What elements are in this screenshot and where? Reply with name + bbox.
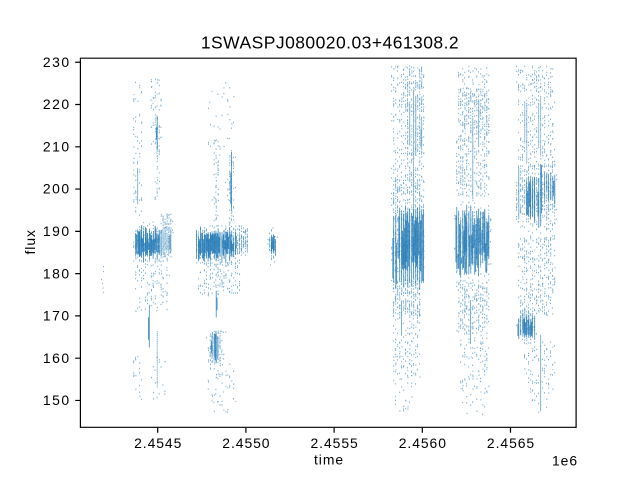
svg-text:180: 180	[43, 265, 71, 281]
svg-text:time: time	[314, 451, 344, 467]
svg-text:220: 220	[43, 96, 71, 112]
svg-text:210: 210	[43, 139, 71, 155]
svg-text:200: 200	[43, 181, 71, 197]
svg-text:2.4545: 2.4545	[134, 435, 182, 451]
svg-text:2.4555: 2.4555	[311, 435, 359, 451]
svg-text:190: 190	[43, 223, 71, 239]
svg-text:160: 160	[43, 350, 71, 366]
svg-text:1e6: 1e6	[552, 453, 578, 469]
svg-text:2.4565: 2.4565	[487, 435, 535, 451]
svg-text:1SWASPJ080020.03+461308.2: 1SWASPJ080020.03+461308.2	[201, 32, 459, 52]
svg-text:170: 170	[43, 308, 71, 324]
svg-text:150: 150	[43, 392, 71, 408]
svg-text:flux: flux	[22, 229, 38, 254]
svg-text:2.4550: 2.4550	[222, 435, 270, 451]
svg-text:2.4560: 2.4560	[399, 435, 447, 451]
svg-text:230: 230	[43, 54, 71, 70]
